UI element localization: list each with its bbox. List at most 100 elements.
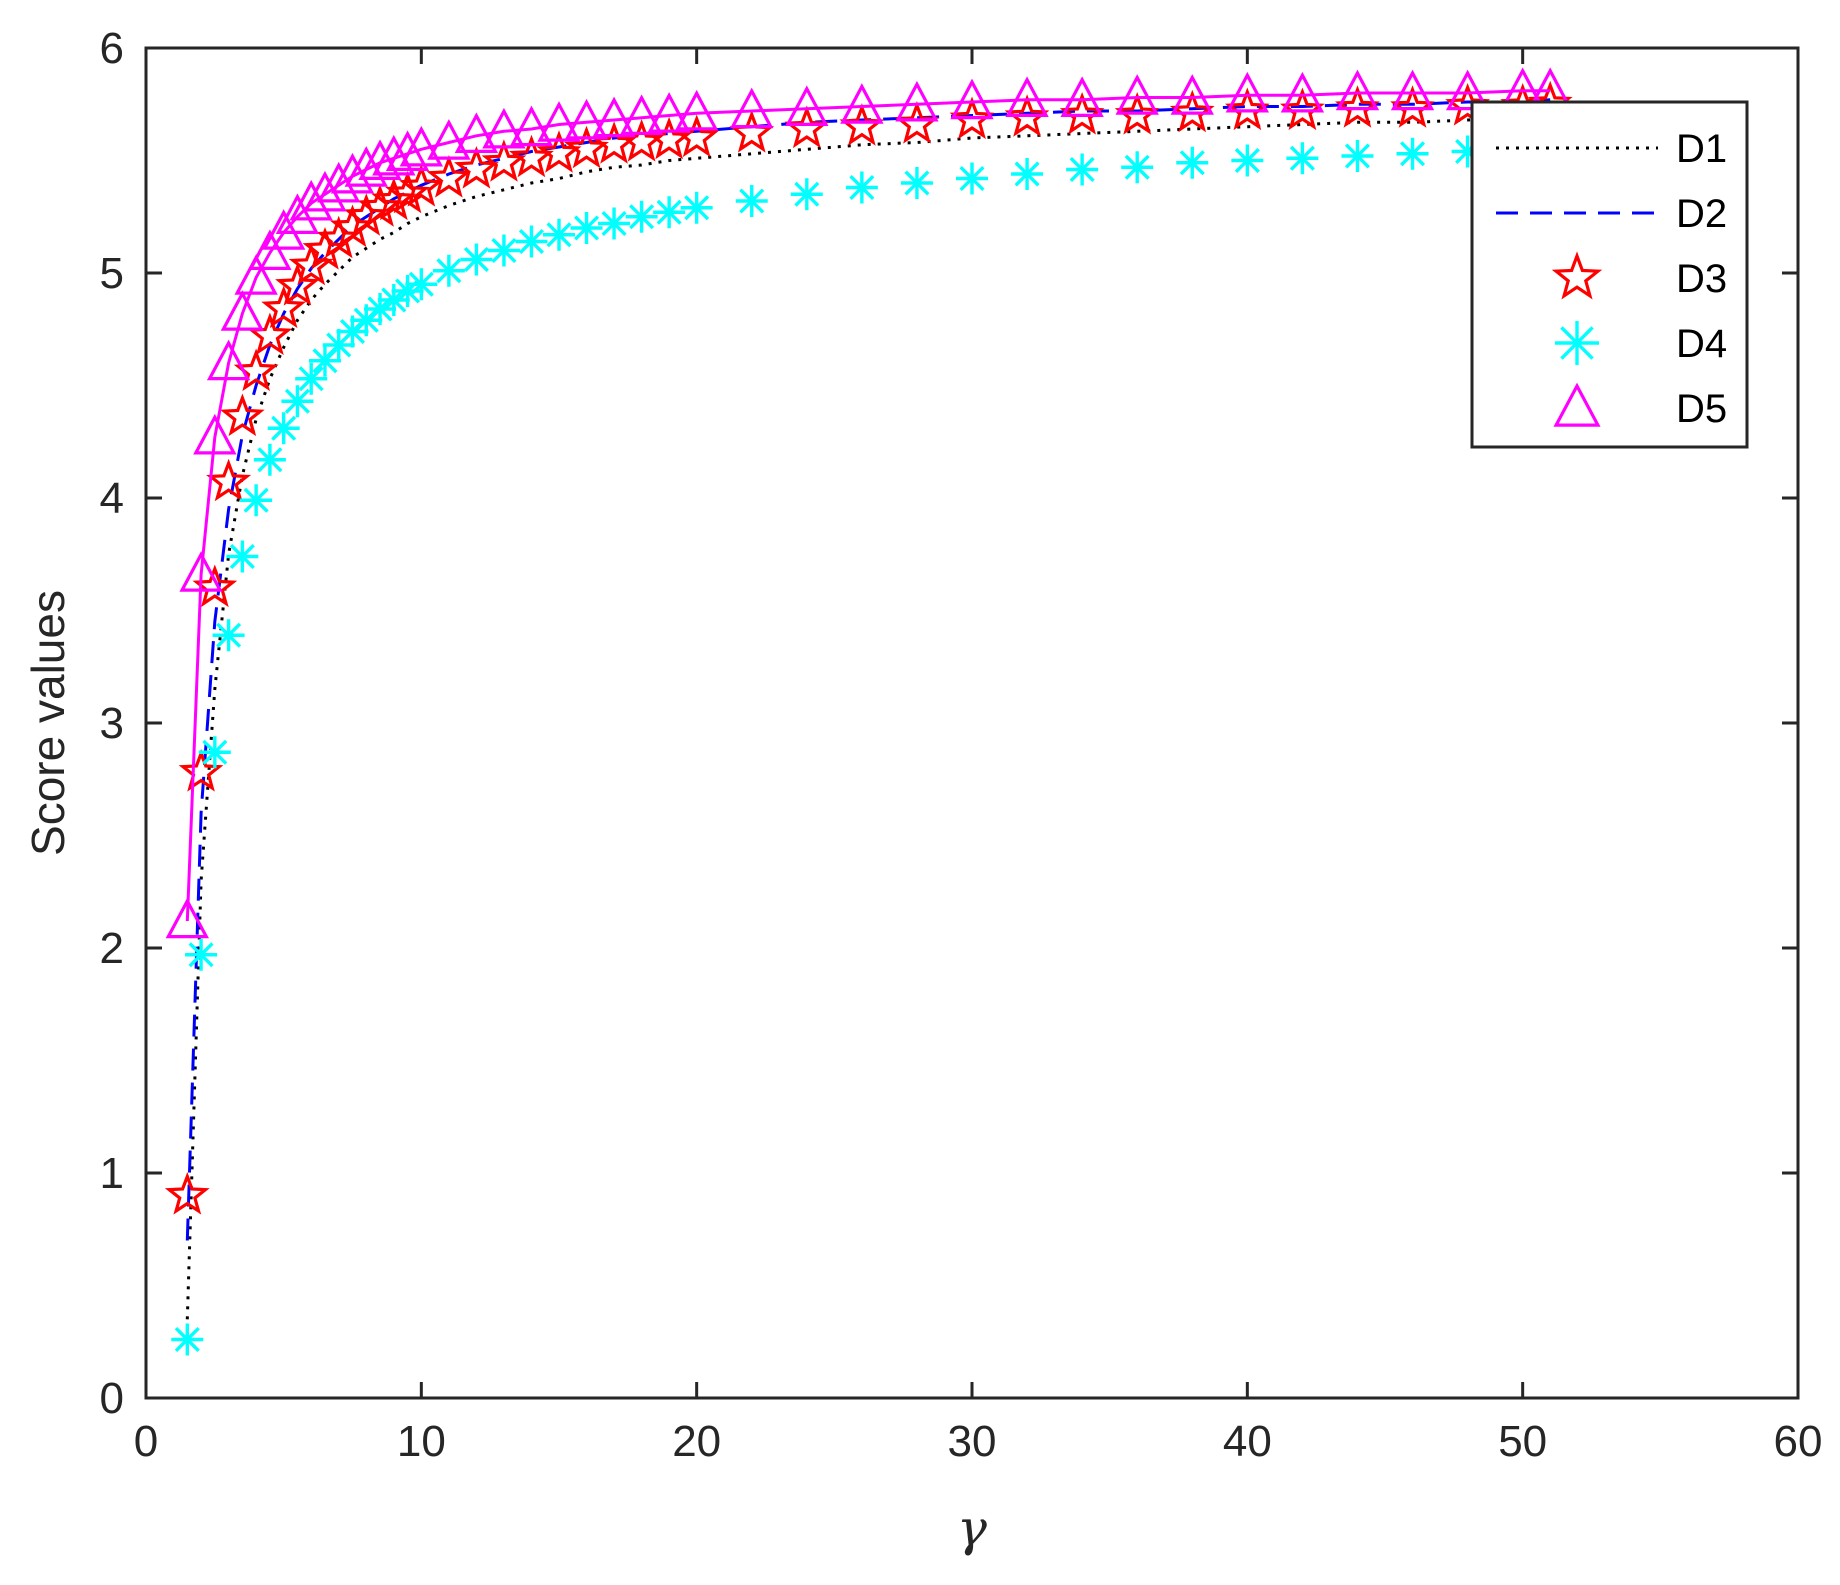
legend-label-D3: D3 [1676, 257, 1727, 301]
data-point-D4-stroke [849, 174, 875, 201]
legend-label-D2: D2 [1676, 192, 1727, 236]
data-point-D4-stroke [188, 942, 214, 968]
data-point-D3 [1114, 91, 1160, 135]
data-point-D5 [482, 107, 526, 149]
data-point-D4-stroke [298, 366, 324, 392]
data-point-D3 [426, 154, 472, 198]
data-point-D4 [1231, 144, 1264, 177]
data-point-D5 [261, 209, 306, 250]
data-point-D5 [399, 125, 444, 167]
data-point-D4 [956, 162, 988, 195]
data-point-D5 [564, 98, 609, 140]
data-point-D5 [1060, 76, 1104, 117]
data-point-D3 [316, 215, 362, 259]
x-tick-label: 40 [1223, 1417, 1272, 1466]
data-point-D5 [592, 96, 636, 138]
data-point-D5 [619, 94, 664, 135]
data-point-D3 [1169, 89, 1215, 133]
data-point-D4-stroke [1400, 141, 1426, 167]
data-point-D5 [1390, 69, 1435, 111]
data-point-D3 [399, 163, 444, 207]
data-point-D4-stroke [202, 739, 228, 765]
data-point-D5 [358, 139, 402, 180]
data-point-D4 [570, 212, 603, 244]
data-point-D5 [220, 290, 265, 331]
legend-swatch-D4-stroke [1560, 326, 1594, 360]
y-tick-label: 6 [100, 24, 124, 73]
data-point-D3 [219, 393, 265, 437]
data-point-D4-stroke [408, 271, 434, 297]
data-point-D5 [785, 85, 829, 126]
data-point-D5 [840, 83, 884, 124]
data-point-D4 [295, 362, 328, 395]
data-point-D4-stroke [546, 222, 572, 248]
x-axis-title: γ [957, 1499, 987, 1557]
data-point-D4-stroke [436, 258, 462, 284]
data-point-D5 [372, 134, 416, 176]
data-point-D4 [653, 196, 686, 229]
data-point-D4 [790, 178, 823, 211]
data-point-D3 [343, 193, 389, 236]
data-point-D4 [487, 234, 520, 267]
data-point-D4 [1341, 140, 1374, 172]
data-point-D4 [212, 619, 245, 652]
series-layer [164, 67, 1573, 1356]
data-point-D3 [330, 204, 375, 248]
data-point-D5 [1280, 71, 1325, 113]
x-tick-label: 10 [397, 1417, 446, 1466]
data-point-D5 [950, 78, 994, 120]
data-point-D4-stroke [904, 170, 930, 196]
data-point-D4 [185, 938, 218, 971]
data-point-D4-stroke [518, 228, 544, 255]
data-point-D5 [1115, 74, 1159, 115]
x-tick-label: 50 [1498, 1417, 1547, 1466]
data-point-D5 [385, 130, 430, 171]
data-point-D4-stroke [739, 188, 765, 214]
data-point-D4-stroke [1289, 145, 1315, 171]
data-point-D4 [735, 185, 768, 217]
data-point-D4 [198, 736, 231, 769]
data-point-D5 [537, 101, 581, 142]
data-point-D4 [281, 385, 314, 418]
data-point-D5 [1445, 69, 1490, 111]
data-point-D3 [206, 458, 252, 502]
data-point-D4-stroke [1234, 147, 1260, 174]
x-tick-label: 20 [672, 1417, 721, 1466]
legend: D1 D2 D3 D4 D5 [1470, 100, 1749, 449]
data-point-D3 [1390, 85, 1435, 128]
data-point-D4-stroke [491, 237, 517, 264]
data-point-D5 [647, 92, 691, 133]
data-point-D4 [1176, 146, 1209, 179]
legend-entry-D1: D1 [1496, 127, 1727, 171]
y-tick-label: 2 [100, 924, 124, 973]
data-point-D4 [432, 254, 465, 287]
x-tick-label: 0 [134, 1417, 158, 1466]
data-point-D4 [226, 540, 259, 573]
data-point-D3 [1279, 87, 1325, 131]
y-tick-label: 3 [100, 699, 124, 748]
data-point-D4-stroke [629, 204, 655, 230]
data-point-D5 [1005, 76, 1049, 117]
data-point-D3 [164, 1171, 210, 1215]
data-point-D5 [895, 80, 939, 122]
data-point-D4-stroke [257, 447, 283, 473]
data-point-D5 [179, 551, 223, 592]
data-point-D4-stroke [1014, 161, 1040, 187]
data-point-D4-stroke [1124, 154, 1150, 180]
data-point-D3 [357, 184, 403, 227]
data-point-D5 [674, 89, 719, 131]
data-point-D4 [1066, 153, 1099, 186]
data-point-D5 [730, 87, 774, 129]
legend-swatch-D3 [1551, 251, 1603, 300]
data-point-D4 [515, 225, 548, 258]
data-point-D4 [1286, 142, 1319, 175]
series-D5 [165, 67, 1572, 939]
legend-label-D5: D5 [1676, 387, 1727, 431]
data-point-D4-stroke [243, 487, 269, 513]
data-point-D3 [275, 262, 320, 306]
data-point-D5 [234, 254, 278, 295]
data-point-D4-stroke [684, 195, 710, 221]
data-point-D4 [240, 484, 273, 517]
data-point-D4 [680, 191, 713, 224]
data-point-D4-stroke [601, 210, 627, 237]
